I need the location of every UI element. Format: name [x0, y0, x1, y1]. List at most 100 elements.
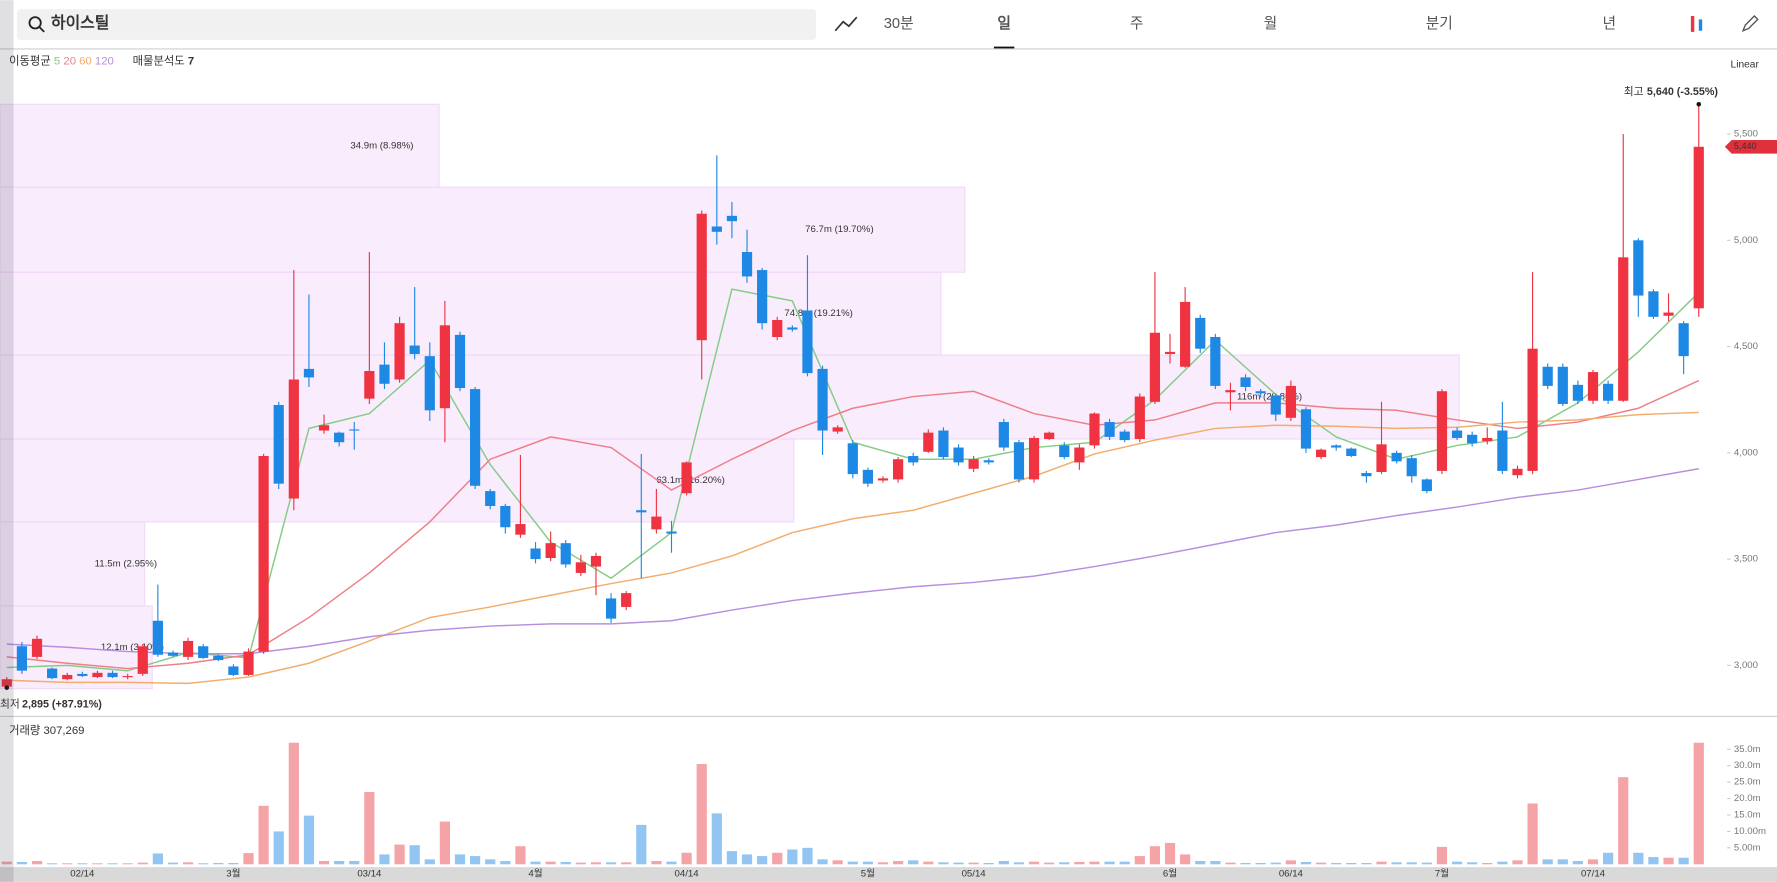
- volume-bar: [575, 862, 586, 865]
- candle-body: [1089, 413, 1100, 446]
- profile-label: 76.7m (19.70%): [805, 224, 873, 235]
- volume-bar: [847, 861, 858, 865]
- candle-body: [877, 478, 889, 481]
- annotation-value: 2,895 (+87.91%): [22, 699, 102, 711]
- candle-body: [711, 226, 722, 232]
- volume-bar: [832, 860, 843, 865]
- y-tick-label: 3,500: [1734, 554, 1758, 565]
- last-price-label: 5,440: [1734, 141, 1757, 151]
- volume-bar: [968, 862, 979, 865]
- volume-bar: [1180, 854, 1191, 865]
- profile-label: 11.5m (2.95%): [95, 558, 157, 569]
- date-band: [0, 867, 1777, 882]
- candle-body: [741, 251, 753, 277]
- volume-bar: [152, 853, 163, 865]
- candle-body: [1, 679, 12, 687]
- volume-bar: [590, 862, 602, 865]
- volume-bar: [681, 852, 692, 865]
- volume-bar: [1119, 861, 1130, 865]
- candle-body: [1255, 391, 1266, 394]
- tab[interactable]: 분기: [1426, 15, 1453, 32]
- volume-legend: 거래량 307,269: [9, 724, 84, 737]
- chart-type-icon[interactable]: [1698, 19, 1703, 31]
- tab-underline: [993, 46, 1015, 49]
- candle-body: [923, 432, 934, 452]
- candle-body: [515, 524, 526, 535]
- scale-mode[interactable]: Linear: [1731, 59, 1760, 70]
- legend-entry: 60: [79, 55, 92, 67]
- profile-label: 74.8m (19.21%): [784, 308, 852, 319]
- profile-band: [0, 271, 942, 356]
- candle-body: [953, 447, 964, 463]
- candle-body: [772, 320, 783, 338]
- candle-body: [938, 430, 949, 458]
- y-tick-label: 4,000: [1734, 447, 1758, 458]
- candle-body: [1482, 437, 1493, 442]
- candle-body: [651, 516, 662, 530]
- candle-body: [485, 491, 496, 506]
- volume-bar: [394, 844, 405, 865]
- volume-bar: [1512, 860, 1523, 865]
- legend-entry: 120: [95, 55, 114, 67]
- profile-label: 12.1m (3.10%): [101, 642, 164, 653]
- x-tick-label: 03/14: [357, 868, 382, 879]
- volume-bar: [485, 859, 496, 865]
- search-box[interactable]: [16, 9, 816, 40]
- x-tick-label: 04/14: [675, 868, 700, 879]
- candle-body: [137, 646, 148, 674]
- candle-body: [908, 456, 919, 463]
- candle-body: [998, 422, 1009, 448]
- profile-label: 116m (29.86%): [1237, 392, 1302, 403]
- legend-label: 매물분석도: [133, 54, 185, 67]
- candle-body: [1164, 351, 1176, 355]
- candle-body: [1512, 468, 1523, 476]
- volume-bar: [998, 860, 1009, 865]
- volume-bar: [772, 852, 783, 865]
- candle-body: [107, 672, 118, 678]
- ma-line: [6, 379, 1700, 670]
- candle-body: [1180, 301, 1191, 367]
- tab[interactable]: 월: [1264, 15, 1278, 32]
- volume-bar: [1663, 857, 1674, 865]
- volume-bar: [1134, 856, 1145, 865]
- candle-body: [1028, 437, 1040, 480]
- candle-body: [1119, 431, 1130, 441]
- search-text[interactable]: 하이스틸: [51, 14, 109, 32]
- volume-bar: [424, 859, 435, 865]
- volume-bar: [1376, 861, 1387, 865]
- indicator-icon[interactable]: [834, 16, 858, 32]
- candle-body: [1693, 146, 1704, 309]
- volume-bar: [605, 862, 617, 865]
- search-icon: [28, 16, 42, 30]
- candle-body: [681, 462, 692, 494]
- candle-body: [122, 676, 133, 678]
- y-tick-label: 4,500: [1734, 341, 1758, 352]
- chart-type-icon[interactable]: [1690, 16, 1695, 32]
- volume-bar: [334, 860, 345, 865]
- candle-body: [1557, 366, 1568, 404]
- tab[interactable]: 30분: [884, 16, 914, 32]
- x-tick-label: 07/14: [1581, 868, 1606, 879]
- tab[interactable]: 년: [1602, 15, 1616, 32]
- candle-body: [1134, 396, 1145, 440]
- volume-bar: [439, 821, 450, 865]
- volume-bar: [983, 862, 994, 865]
- volume-bar: [953, 862, 964, 865]
- draw-icon[interactable]: [1741, 15, 1759, 32]
- candle-body: [303, 368, 315, 378]
- volume-bar: [1527, 803, 1538, 865]
- volume-bar: [1648, 857, 1659, 865]
- x-tick-label: 3월: [226, 867, 240, 879]
- volume-bar: [1195, 860, 1206, 865]
- last-price-tag: [1724, 139, 1777, 154]
- x-tick-label: 05/14: [962, 868, 987, 879]
- volume-bar: [1104, 861, 1115, 865]
- volume-bar: [1482, 862, 1493, 865]
- volume-bar: [923, 861, 934, 865]
- tab[interactable]: 주: [1130, 16, 1144, 32]
- tab[interactable]: 일: [997, 15, 1011, 32]
- x-tick-label: 5월: [861, 867, 875, 879]
- x-tick-label: 4월: [528, 867, 542, 879]
- volume-bar: [560, 861, 571, 865]
- volume-bar: [1467, 862, 1478, 865]
